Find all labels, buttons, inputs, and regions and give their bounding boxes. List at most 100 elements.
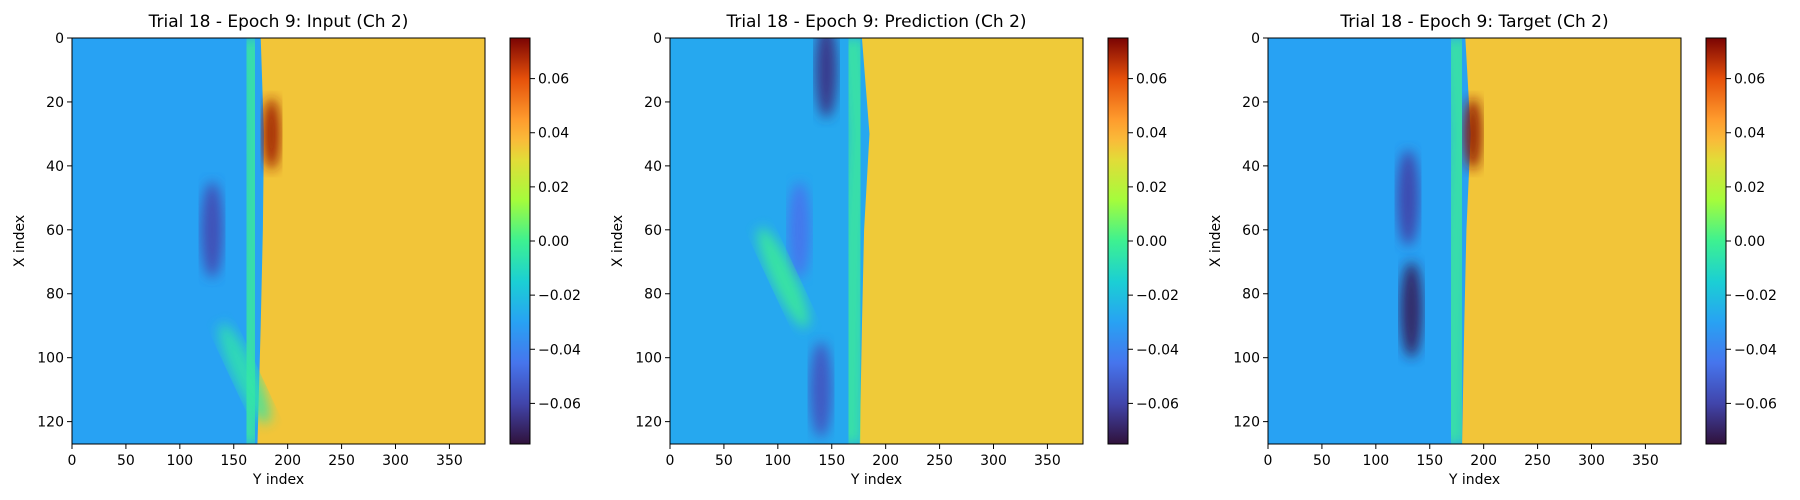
field-feature-low xyxy=(815,38,838,118)
x-tick-label: 0 xyxy=(666,453,675,469)
colorbar-tick-label: 0.04 xyxy=(1734,126,1765,142)
y-tick-label: 20 xyxy=(1242,95,1260,111)
x-tick-label: 250 xyxy=(328,453,355,469)
colorbar-tick-label: −0.06 xyxy=(1734,396,1777,412)
field-right-region xyxy=(1462,38,1681,444)
heatmap-field xyxy=(72,38,485,444)
x-tick-label: 350 xyxy=(1632,453,1659,469)
panel-1: Trial 18 - Epoch 9: Input (Ch 2) 0 50 100 15… xyxy=(12,12,581,488)
colorbar-tick-label: −0.02 xyxy=(538,288,581,304)
panel-3: Trial 18 - Epoch 9: Target (Ch 2) 0 50 100 1… xyxy=(1208,12,1777,488)
y-tick-label: 60 xyxy=(46,223,64,239)
y-axis-label: X index xyxy=(1208,215,1224,267)
x-axis-label: Y index xyxy=(1448,472,1500,488)
axes-frame xyxy=(1267,37,1682,445)
field-feature-low xyxy=(1400,261,1423,358)
y-tick-label: 80 xyxy=(46,287,64,303)
y-tick-label: 40 xyxy=(46,159,64,175)
colorbar xyxy=(510,38,530,444)
x-tick-label: 150 xyxy=(220,453,247,469)
x-tick-label: 350 xyxy=(436,453,463,469)
x-tick-label: 250 xyxy=(926,453,953,469)
colorbar-tick-label: 0.02 xyxy=(538,180,569,196)
heatmap-field xyxy=(670,38,1083,444)
field-feature-streak xyxy=(757,227,809,328)
x-tick-label: 250 xyxy=(1524,453,1551,469)
x-tick-label: 50 xyxy=(117,453,135,469)
field-right-region xyxy=(257,38,485,444)
field-feature-high xyxy=(1463,97,1482,170)
y-tick-label: 0 xyxy=(653,31,662,47)
y-tick-label: 100 xyxy=(635,351,662,367)
x-tick-label: 200 xyxy=(872,453,899,469)
y-tick-label: 40 xyxy=(644,159,662,175)
y-tick-label: 100 xyxy=(37,351,64,367)
y-tick-label: 80 xyxy=(1242,287,1260,303)
y-tick-label: 0 xyxy=(55,31,64,47)
front-band xyxy=(1439,38,1474,444)
colorbar-tick-label: 0.00 xyxy=(1734,234,1765,250)
colorbar-tick-label: 0.04 xyxy=(1136,126,1167,142)
x-tick-label: 100 xyxy=(166,453,193,469)
field-feature-high xyxy=(262,97,281,170)
y-tick-label: 60 xyxy=(1242,223,1260,239)
axes-frame xyxy=(669,37,1084,445)
x-axis-label: Y index xyxy=(850,472,902,488)
x-tick-label: 0 xyxy=(68,453,77,469)
x-tick-label: 50 xyxy=(1313,453,1331,469)
panel-2: Trial 18 - Epoch 9: Prediction (Ch 2) 0 50… xyxy=(610,12,1179,488)
colorbar-tick-label: 0.00 xyxy=(538,234,569,250)
colorbar-tick-label: 0.06 xyxy=(1734,72,1765,88)
x-tick-label: 300 xyxy=(980,453,1007,469)
chart-title: Trial 18 - Epoch 9: Target (Ch 2) xyxy=(1339,12,1608,32)
colorbar-tick-label: 0.06 xyxy=(1136,72,1167,88)
y-tick-label: 40 xyxy=(1242,159,1260,175)
field-feature-streak xyxy=(218,323,271,424)
colorbar-tick-label: 0.02 xyxy=(1734,180,1765,196)
y-axis-label: X index xyxy=(12,215,28,267)
colorbar-tick-label: −0.04 xyxy=(1734,342,1777,358)
y-tick-label: 120 xyxy=(635,415,662,431)
field-feature-low xyxy=(809,341,832,438)
field-feature-low xyxy=(201,181,224,278)
colorbar-tick-label: −0.06 xyxy=(1136,396,1179,412)
x-tick-label: 200 xyxy=(274,453,301,469)
chart-title: Trial 18 - Epoch 9: Input (Ch 2) xyxy=(148,12,409,32)
field-feature-low xyxy=(1397,149,1420,246)
field-feature-low xyxy=(788,181,811,278)
y-tick-label: 20 xyxy=(46,95,64,111)
colorbar-tick-label: −0.02 xyxy=(1136,288,1179,304)
front-band xyxy=(836,38,873,444)
axes-frame xyxy=(71,37,486,445)
heatmap-field xyxy=(1268,38,1681,444)
colorbar-tick-label: −0.06 xyxy=(538,396,581,412)
x-tick-label: 150 xyxy=(818,453,845,469)
x-tick-label: 350 xyxy=(1034,453,1061,469)
colorbar-tick-label: 0.00 xyxy=(1136,234,1167,250)
y-tick-label: 20 xyxy=(644,95,662,111)
y-tick-label: 100 xyxy=(1233,351,1260,367)
x-tick-label: 0 xyxy=(1264,453,1273,469)
y-axis-label: X index xyxy=(610,215,626,267)
x-tick-label: 300 xyxy=(382,453,409,469)
colorbar-tick-label: −0.04 xyxy=(1136,342,1179,358)
colorbar-tick-label: −0.04 xyxy=(538,342,581,358)
x-tick-label: 200 xyxy=(1470,453,1497,469)
y-tick-label: 60 xyxy=(644,223,662,239)
colorbar-tick-label: 0.04 xyxy=(538,126,569,142)
x-tick-label: 100 xyxy=(1362,453,1389,469)
field-right-region xyxy=(859,38,1083,444)
x-tick-label: 100 xyxy=(764,453,791,469)
y-tick-label: 120 xyxy=(37,415,64,431)
colorbar xyxy=(1706,38,1726,444)
x-tick-label: 150 xyxy=(1416,453,1443,469)
colorbar-tick-label: 0.02 xyxy=(1136,180,1167,196)
y-tick-label: 0 xyxy=(1251,31,1260,47)
x-tick-label: 50 xyxy=(715,453,733,469)
chart-title: Trial 18 - Epoch 9: Prediction (Ch 2) xyxy=(725,12,1026,32)
colorbar xyxy=(1108,38,1128,444)
y-tick-label: 120 xyxy=(1233,415,1260,431)
x-tick-label: 300 xyxy=(1578,453,1605,469)
y-tick-label: 80 xyxy=(644,287,662,303)
